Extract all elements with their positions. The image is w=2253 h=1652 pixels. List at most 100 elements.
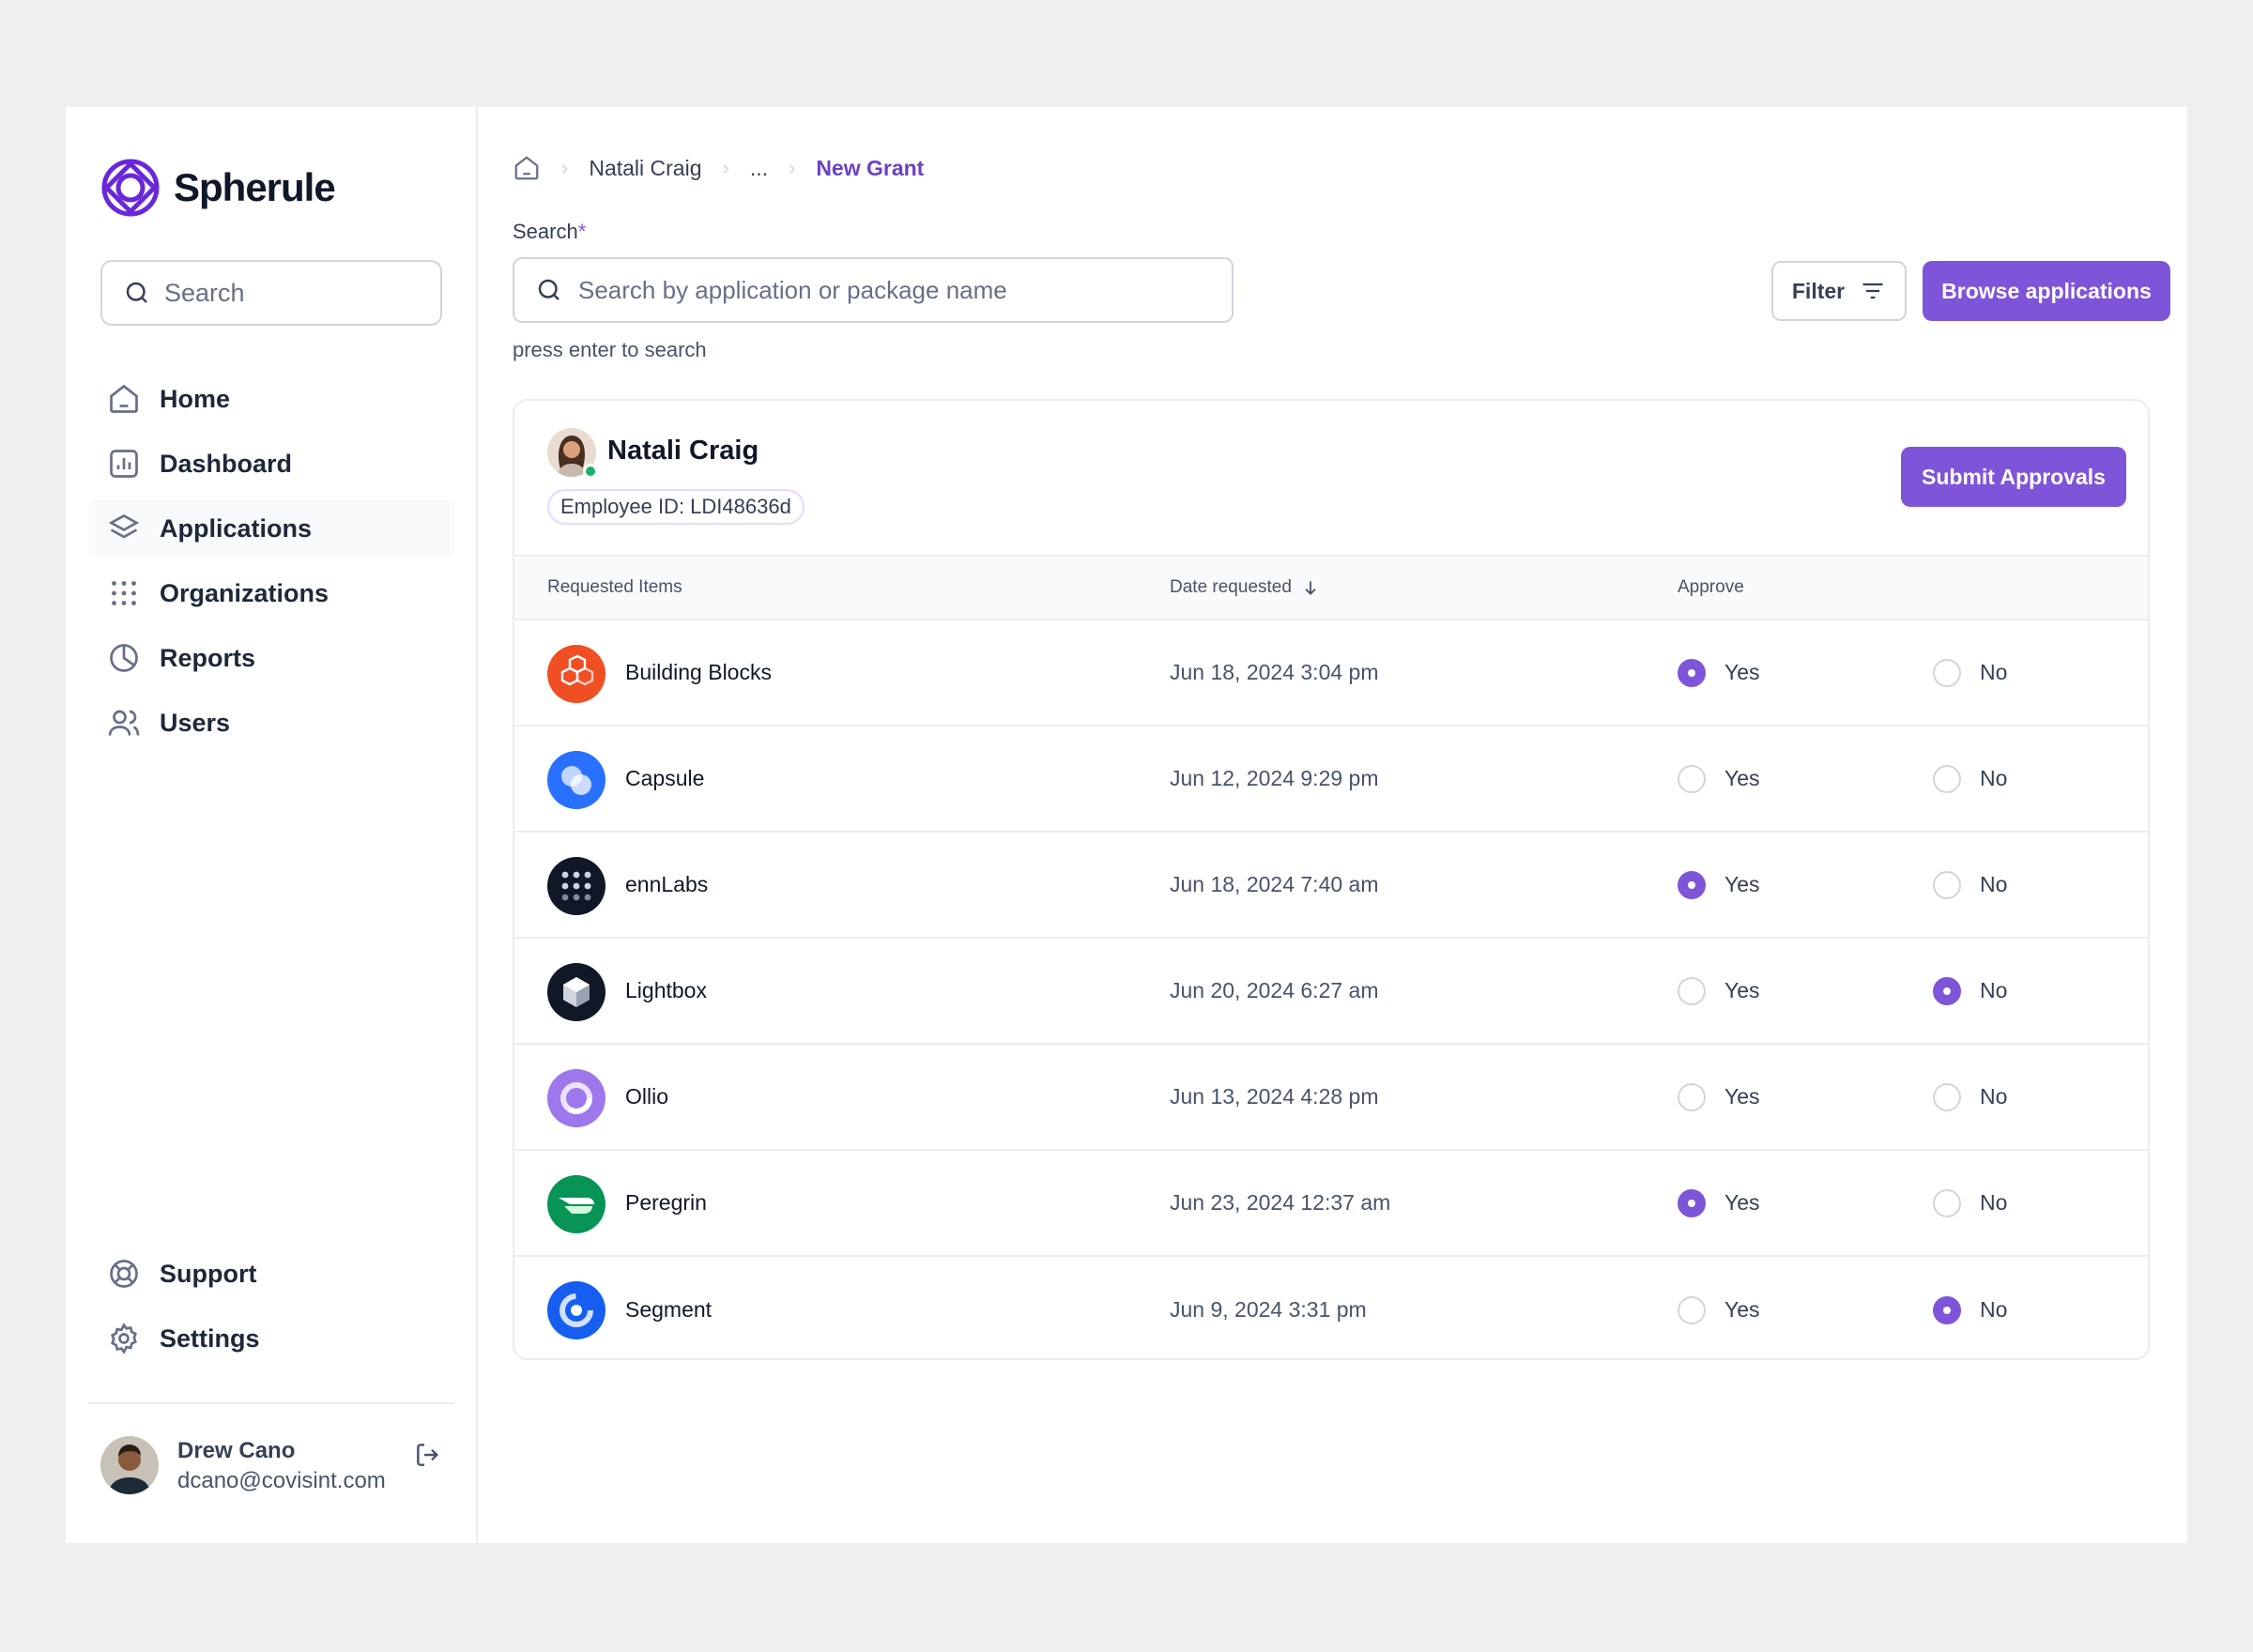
sidebar-item-organizations[interactable]: Organizations xyxy=(88,564,454,622)
submit-approvals-button[interactable]: Submit Approvals xyxy=(1901,447,2126,507)
gear-icon xyxy=(111,1323,137,1354)
users-icon xyxy=(108,710,140,736)
table-header: Requested Items Date requested Approve xyxy=(514,555,2148,620)
avatar[interactable] xyxy=(100,1436,159,1494)
column-header-label: Date requested xyxy=(1170,577,1292,597)
yes-label: Yes xyxy=(1724,1084,1760,1109)
chevron-right-icon: › xyxy=(561,156,569,179)
breadcrumb: › Natali Craig › ... › New Grant xyxy=(513,154,924,182)
no-radio[interactable] xyxy=(1933,1188,1961,1217)
ennlabs-logo-icon xyxy=(547,857,605,915)
no-radio[interactable] xyxy=(1933,1295,1961,1324)
brand-logo[interactable]: Spherule xyxy=(100,158,336,218)
sidebar-item-applications[interactable]: Applications xyxy=(88,499,454,558)
sidebar-item-label: Settings xyxy=(160,1323,260,1353)
dots-grid-icon xyxy=(112,581,136,605)
approve-no-option[interactable]: No xyxy=(1933,727,2007,831)
yes-radio[interactable] xyxy=(1678,870,1706,899)
yes-radio[interactable] xyxy=(1678,658,1706,687)
filter-label: Filter xyxy=(1791,278,1846,303)
breadcrumb-current: New Grant xyxy=(816,155,925,180)
chevron-right-icon: › xyxy=(788,156,796,179)
table-row: ennLabs Jun 18, 2024 7:40 am Yes No xyxy=(514,833,2148,939)
avatar xyxy=(547,428,598,479)
no-radio[interactable] xyxy=(1933,1082,1961,1111)
table-body: Building Blocks Jun 18, 2024 3:04 pm Yes… xyxy=(514,620,2148,1358)
yes-radio[interactable] xyxy=(1678,1188,1706,1217)
yes-radio[interactable] xyxy=(1678,1295,1706,1324)
yes-radio[interactable] xyxy=(1678,1082,1706,1111)
yes-radio[interactable] xyxy=(1678,764,1706,793)
current-user: Drew Cano dcano@covisint.com xyxy=(88,1402,454,1496)
no-label: No xyxy=(1980,1084,2008,1109)
home-icon[interactable] xyxy=(513,154,541,182)
sidebar-item-support[interactable]: Support xyxy=(88,1245,454,1303)
sidebar-item-label: Support xyxy=(160,1259,257,1288)
search-label: Search* xyxy=(513,220,586,244)
date-requested: Jun 18, 2024 3:04 pm xyxy=(1170,660,1379,684)
employee-name: Natali Craig xyxy=(607,436,759,466)
app-name: ennLabs xyxy=(625,872,709,896)
search-input[interactable]: Search by application or package name xyxy=(513,257,1234,323)
yes-radio[interactable] xyxy=(1678,976,1706,1005)
approve-no-option[interactable]: No xyxy=(1933,620,2007,725)
approve-no-option[interactable]: No xyxy=(1933,1151,2007,1255)
sidebar-search-input[interactable]: Search xyxy=(100,260,442,326)
employee-header: Natali Craig Employee ID: LDI48636d Subm… xyxy=(514,401,2148,555)
capsule-logo-icon xyxy=(547,751,605,809)
sidebar-item-reports[interactable]: Reports xyxy=(88,629,454,687)
sidebar-item-home[interactable]: Home xyxy=(88,370,454,428)
sidebar-item-label: Users xyxy=(160,708,231,737)
arrow-down-icon xyxy=(1305,581,1316,595)
approve-yes-option[interactable]: Yes xyxy=(1678,620,1760,725)
app-name: Peregrin xyxy=(625,1190,707,1215)
sidebar: Spherule Search Home Dashboard Applicati… xyxy=(66,107,478,1543)
layers-icon xyxy=(108,513,140,539)
no-radio[interactable] xyxy=(1933,764,1961,793)
approve-yes-option[interactable]: Yes xyxy=(1678,1257,1760,1358)
approve-yes-option[interactable]: Yes xyxy=(1678,1151,1760,1255)
approve-yes-option[interactable]: Yes xyxy=(1678,1045,1760,1149)
required-mark: * xyxy=(577,220,587,243)
user-name: Drew Cano xyxy=(177,1438,296,1463)
breadcrumb-ellipsis[interactable]: ... xyxy=(749,155,768,180)
column-header-approve: Approve xyxy=(1678,557,1744,619)
approve-yes-option[interactable]: Yes xyxy=(1678,939,1760,1043)
peregrin-logo-icon xyxy=(547,1175,605,1233)
logout-icon[interactable] xyxy=(413,1440,443,1470)
app-name: Building Blocks xyxy=(625,660,772,684)
sidebar-item-label: Home xyxy=(160,384,231,413)
bar-chart-icon xyxy=(110,450,138,478)
breadcrumb-item[interactable]: Natali Craig xyxy=(589,155,702,180)
approve-no-option[interactable]: No xyxy=(1933,939,2007,1043)
browse-applications-button[interactable]: Browse applications xyxy=(1923,261,2170,321)
approve-no-option[interactable]: No xyxy=(1933,1257,2008,1358)
sidebar-item-settings[interactable]: Settings xyxy=(88,1309,454,1368)
no-radio[interactable] xyxy=(1933,658,1961,687)
no-label: No xyxy=(1980,766,2008,790)
filter-button[interactable]: Filter xyxy=(1771,261,1907,321)
date-requested: Jun 18, 2024 7:40 am xyxy=(1170,872,1379,896)
table-row: Peregrin Jun 23, 2024 12:37 am Yes No xyxy=(514,1151,2148,1257)
no-radio[interactable] xyxy=(1933,870,1961,899)
approve-yes-option[interactable]: Yes xyxy=(1678,833,1760,937)
sidebar-item-dashboard[interactable]: Dashboard xyxy=(88,435,454,493)
column-header-date[interactable]: Date requested xyxy=(1170,557,1320,619)
user-email: dcano@covisint.com xyxy=(177,1468,386,1493)
search-label-text: Search xyxy=(513,220,578,243)
spherule-logo-icon xyxy=(101,159,160,217)
sidebar-item-users[interactable]: Users xyxy=(88,694,454,752)
no-radio[interactable] xyxy=(1933,976,1961,1005)
date-requested: Jun 20, 2024 6:27 am xyxy=(1170,978,1379,1002)
approve-no-option[interactable]: No xyxy=(1933,1045,2007,1149)
yes-label: Yes xyxy=(1724,766,1760,790)
approve-no-option[interactable]: No xyxy=(1933,833,2007,937)
table-row: Ollio Jun 13, 2024 4:28 pm Yes No xyxy=(514,1045,2148,1151)
app-name: Ollio xyxy=(625,1084,669,1109)
sidebar-search-placeholder: Search xyxy=(164,278,245,307)
no-label: No xyxy=(1980,1297,2008,1322)
approve-yes-option[interactable]: Yes xyxy=(1678,727,1760,831)
search-placeholder: Search by application or package name xyxy=(578,275,1007,304)
table-row: Lightbox Jun 20, 2024 6:27 am Yes No xyxy=(514,939,2148,1045)
no-label: No xyxy=(1980,1190,2008,1215)
